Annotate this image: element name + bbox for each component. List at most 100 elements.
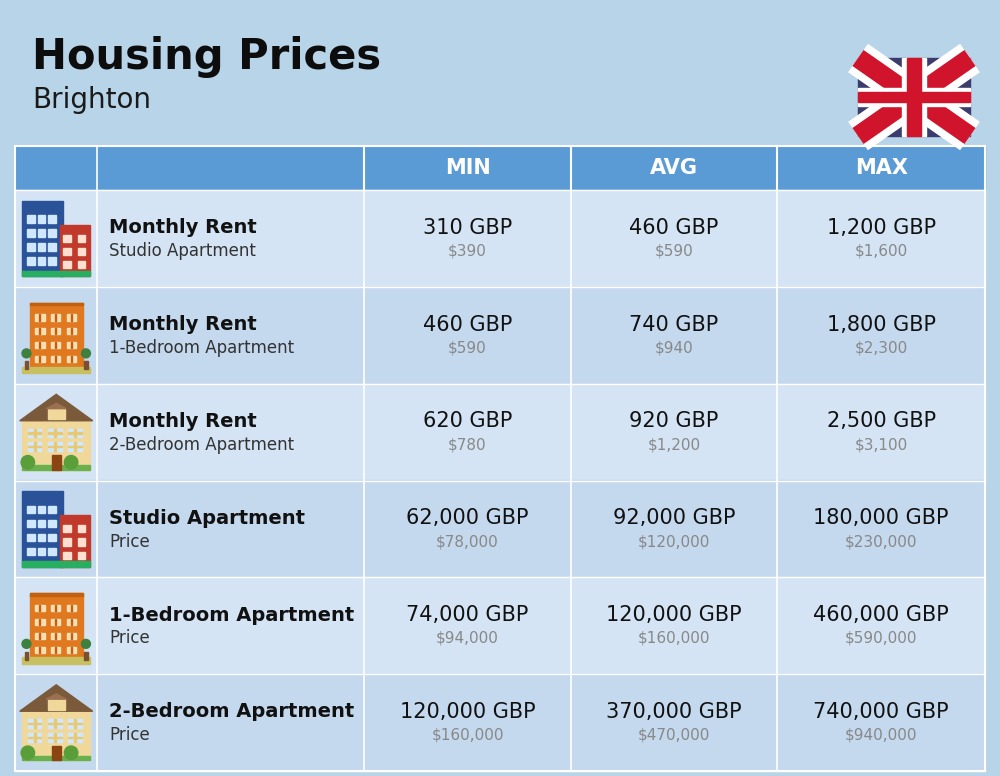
Bar [78, 552, 85, 559]
Bar [22, 491, 63, 566]
Bar [38, 258, 45, 265]
Bar [22, 271, 90, 276]
Bar [48, 534, 56, 542]
Bar [25, 362, 28, 369]
Bar [28, 442, 41, 451]
Bar [28, 428, 41, 438]
Bar [51, 328, 60, 334]
Bar [34, 719, 36, 728]
Bar [51, 647, 60, 653]
Bar [28, 723, 41, 724]
Text: $2,300: $2,300 [855, 341, 908, 355]
Text: $230,000: $230,000 [845, 534, 917, 549]
Text: Monthly Rent: Monthly Rent [109, 218, 257, 237]
Text: 62,000 GBP: 62,000 GBP [406, 508, 529, 528]
Circle shape [21, 746, 35, 760]
Bar [63, 539, 71, 546]
Bar [60, 225, 90, 276]
Bar [15, 577, 985, 674]
Text: Studio Apartment: Studio Apartment [109, 509, 305, 528]
Bar [38, 548, 45, 556]
Bar [54, 719, 56, 728]
Bar [63, 234, 71, 242]
Bar [68, 446, 82, 448]
Text: 1,800 GBP: 1,800 GBP [827, 314, 936, 334]
Bar [84, 362, 88, 369]
Text: $78,000: $78,000 [436, 534, 499, 549]
Bar [48, 548, 56, 556]
Bar [51, 314, 60, 320]
Bar [67, 328, 76, 334]
Bar [35, 356, 45, 362]
Bar [54, 428, 56, 438]
Bar [68, 719, 82, 728]
Bar [74, 733, 76, 742]
Bar [38, 506, 45, 514]
Bar [15, 190, 985, 287]
Bar [28, 733, 41, 742]
Bar [78, 539, 85, 546]
Text: 370,000 GBP: 370,000 GBP [606, 702, 742, 722]
Circle shape [21, 456, 35, 469]
Text: 740 GBP: 740 GBP [629, 314, 719, 334]
Bar [15, 146, 985, 190]
Bar [35, 314, 45, 320]
Polygon shape [46, 404, 66, 409]
Text: Housing Prices: Housing Prices [32, 36, 381, 78]
Polygon shape [20, 394, 93, 421]
Text: $160,000: $160,000 [638, 631, 710, 646]
Bar [48, 736, 62, 738]
Text: $3,100: $3,100 [855, 437, 908, 452]
Text: $1,600: $1,600 [855, 244, 908, 258]
Bar [15, 146, 985, 771]
Bar [28, 736, 41, 738]
Bar [35, 647, 45, 653]
Text: $940,000: $940,000 [845, 728, 917, 743]
Text: 1,200 GBP: 1,200 GBP [827, 218, 936, 237]
Bar [68, 733, 82, 742]
Bar [68, 736, 82, 738]
Bar [67, 619, 76, 625]
Bar [48, 719, 62, 728]
Text: 2-Bedroom Apartment: 2-Bedroom Apartment [109, 702, 355, 722]
Polygon shape [46, 694, 66, 699]
Bar [63, 248, 71, 255]
Bar [63, 525, 71, 532]
Bar [74, 719, 76, 728]
Bar [27, 534, 35, 542]
Bar [63, 262, 71, 268]
Bar [30, 303, 83, 305]
Bar [48, 699, 65, 710]
Bar [27, 506, 35, 514]
Bar [84, 652, 88, 660]
Bar [51, 633, 60, 639]
Bar [78, 525, 85, 532]
Bar [52, 746, 61, 760]
Text: $94,000: $94,000 [436, 631, 499, 646]
Bar [35, 633, 45, 639]
Bar [38, 244, 45, 251]
Bar [67, 314, 76, 320]
Bar [67, 342, 76, 348]
Bar [35, 605, 45, 611]
Circle shape [22, 639, 31, 648]
Text: MIN: MIN [445, 158, 490, 178]
Text: 2,500 GBP: 2,500 GBP [827, 411, 936, 431]
Bar [51, 605, 60, 611]
Bar [27, 244, 35, 251]
Bar [27, 520, 35, 528]
Bar [54, 733, 56, 742]
Bar [858, 58, 970, 136]
Text: MAX: MAX [855, 158, 908, 178]
Bar [27, 548, 35, 556]
Bar [68, 432, 82, 434]
Text: 92,000 GBP: 92,000 GBP [613, 508, 735, 528]
Bar [48, 258, 56, 265]
Bar [35, 342, 45, 348]
Bar [15, 287, 985, 383]
Bar [15, 480, 985, 577]
Bar [67, 605, 76, 611]
Bar [63, 552, 71, 559]
Bar [48, 428, 62, 438]
Bar [51, 356, 60, 362]
